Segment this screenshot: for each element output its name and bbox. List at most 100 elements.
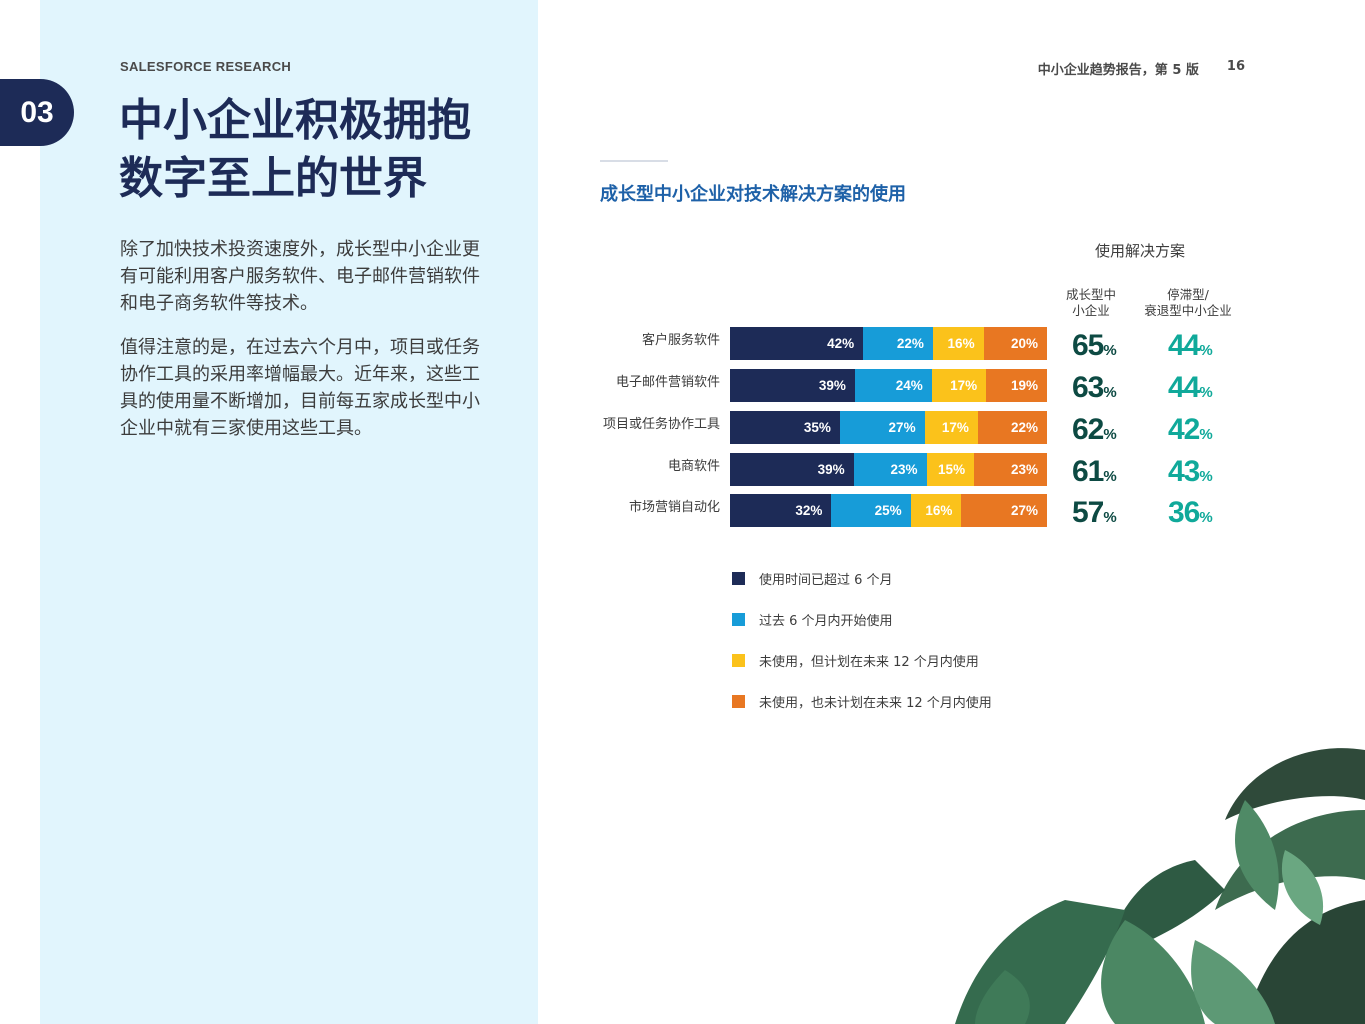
growth-usage-value: 62% — [1072, 411, 1117, 454]
legend-label: 使用时间已超过 6 个月 — [759, 572, 893, 588]
usage-heading: 使用解决方案 — [1094, 242, 1185, 260]
bar-value-label: 35% — [803, 420, 831, 435]
growth-header-line: 成长型中 — [1065, 287, 1116, 302]
legend-swatch — [732, 571, 745, 585]
usage-percent-sign: % — [1199, 426, 1213, 443]
usage-number: 44 — [1168, 371, 1200, 404]
chart-row: 项目或任务协作工具 35% 27% 17% 22% 62% 42% — [560, 411, 1260, 446]
bar-value-label: 19% — [1010, 378, 1038, 393]
category-label: 项目或任务协作工具 — [602, 417, 720, 432]
bar-segment: 17% — [924, 411, 978, 444]
bar-segment: 32% — [730, 494, 832, 527]
legend-label: 未使用，也未计划在未来 12 个月内使用 — [759, 695, 992, 711]
page-number: 16 — [1226, 59, 1245, 74]
chart-title: 成长型中小企业对技术解决方案的使用 — [600, 184, 906, 205]
bar-value-label: 42% — [827, 336, 855, 351]
bar-value-label: 20% — [1010, 336, 1038, 351]
usage-percent-sign: % — [1103, 468, 1117, 485]
page-header: 中小企业趋势报告，第 5 版 16 — [1038, 59, 1245, 78]
stagnant-usage-value: 43% — [1168, 453, 1213, 496]
bar-value-label: 17% — [950, 378, 978, 393]
growth-usage-value: 65% — [1072, 327, 1117, 370]
stagnant-usage-value: 42% — [1168, 411, 1213, 454]
legend-item: 未使用，也未计划在未来 12 个月内使用 — [732, 691, 992, 711]
bar-segment: 22% — [977, 411, 1047, 444]
bar-value-label: 27% — [1010, 503, 1038, 518]
bar-segment: 17% — [931, 369, 987, 402]
growth-usage-value: 61% — [1072, 453, 1117, 496]
bar-segment: 24% — [854, 369, 932, 402]
bar-segment: 15% — [926, 453, 975, 486]
legend-swatch — [732, 612, 745, 626]
bar-segment: 42% — [730, 327, 864, 360]
body-paragraph-2: 值得注意的是，在过去六个月中，项目或任务协作工具的采用率增幅最大。近年来，这些工… — [120, 337, 480, 439]
title-rule — [600, 160, 668, 162]
usage-number: 44 — [1168, 329, 1200, 362]
category-label: 电子邮件营销软件 — [615, 375, 720, 390]
bar-value-label: 22% — [896, 336, 924, 351]
bar-value-label: 39% — [817, 462, 845, 477]
bar-value-label: 23% — [1010, 462, 1038, 477]
bar-value-label: 15% — [938, 462, 966, 477]
bar-segment: 19% — [986, 369, 1047, 402]
chart-row: 客户服务软件 42% 22% 16% 20% 65% 44% — [560, 327, 1260, 362]
legend-label: 过去 6 个月内开始使用 — [759, 613, 893, 629]
foliage-illustration — [955, 748, 1365, 1024]
stacked-bar: 39% 23% 15% 23% — [730, 453, 1047, 486]
usage-percent-sign: % — [1199, 342, 1213, 359]
growth-usage-value: 57% — [1072, 494, 1117, 537]
bar-segment: 22% — [863, 327, 933, 360]
chart-row: 市场营销自动化 32% 25% 16% 27% 57% 36% — [560, 494, 1260, 529]
bar-value-label: 16% — [925, 503, 953, 518]
legend-item: 未使用，但计划在未来 12 个月内使用 — [732, 650, 992, 670]
category-label: 电商软件 — [667, 459, 720, 474]
bar-segment: 39% — [730, 369, 855, 402]
bar-segment: 23% — [853, 453, 927, 486]
legend-swatch — [732, 653, 745, 667]
usage-number: 36 — [1168, 496, 1200, 529]
usage-number: 65 — [1072, 329, 1104, 362]
stacked-bar: 39% 24% 17% 19% — [730, 369, 1047, 402]
bar-segment: 20% — [983, 327, 1047, 360]
usage-number: 62 — [1072, 413, 1104, 446]
chart-row: 电商软件 39% 23% 15% 23% 61% 43% — [560, 453, 1260, 488]
bar-value-label: 32% — [795, 503, 823, 518]
usage-percent-sign: % — [1199, 384, 1213, 401]
chart-legend: 使用时间已超过 6 个月 过去 6 个月内开始使用未使用，但计划在未来 12 个月… — [732, 568, 992, 732]
stacked-bar: 42% 22% 16% 20% — [730, 327, 1047, 360]
report-title: 中小企业趋势报告，第 5 版 — [1037, 63, 1199, 78]
bar-segment: 39% — [730, 453, 854, 486]
stacked-bar: 35% 27% 17% 22% — [730, 411, 1047, 444]
legend-item: 过去 6 个月内开始使用 — [732, 609, 992, 629]
chapter-tab: 03 — [0, 79, 74, 146]
stagnant-usage-value: 44% — [1168, 369, 1213, 412]
bar-value-label: 39% — [818, 378, 846, 393]
category-label: 客户服务软件 — [641, 333, 720, 348]
usage-percent-sign: % — [1199, 509, 1213, 526]
bar-value-label: 17% — [941, 420, 969, 435]
bar-segment: 25% — [831, 494, 911, 527]
growth-column-header: 成长型中 小企业 — [1050, 287, 1132, 319]
usage-percent-sign: % — [1103, 509, 1117, 526]
usage-number: 42 — [1168, 413, 1200, 446]
category-label: 市场营销自动化 — [628, 500, 720, 515]
bar-segment: 16% — [932, 327, 984, 360]
bar-value-label: 24% — [895, 378, 923, 393]
stagnant-header-line: 停滞型/ — [1167, 287, 1209, 302]
bar-value-label: 23% — [890, 462, 918, 477]
usage-percent-sign: % — [1103, 384, 1117, 401]
usage-number: 61 — [1072, 455, 1104, 488]
stagnant-header-line: 衰退型中小企业 — [1144, 303, 1232, 318]
page-title: 中小企业积极拥抱 数字至上的世界 — [119, 92, 519, 208]
stacked-bar: 32% 25% 16% 27% — [730, 494, 1047, 527]
stagnant-column-header: 停滞型/ 衰退型中小企业 — [1136, 287, 1240, 319]
bar-value-label: 27% — [888, 420, 916, 435]
bar-segment: 16% — [910, 494, 962, 527]
stagnant-usage-value: 44% — [1168, 327, 1213, 370]
bar-value-label: 25% — [874, 503, 902, 518]
usage-number: 63 — [1072, 371, 1104, 404]
usage-percent-sign: % — [1103, 342, 1117, 359]
bar-segment: 23% — [974, 453, 1047, 486]
usage-number: 57 — [1072, 496, 1104, 529]
usage-number: 43 — [1168, 455, 1200, 488]
